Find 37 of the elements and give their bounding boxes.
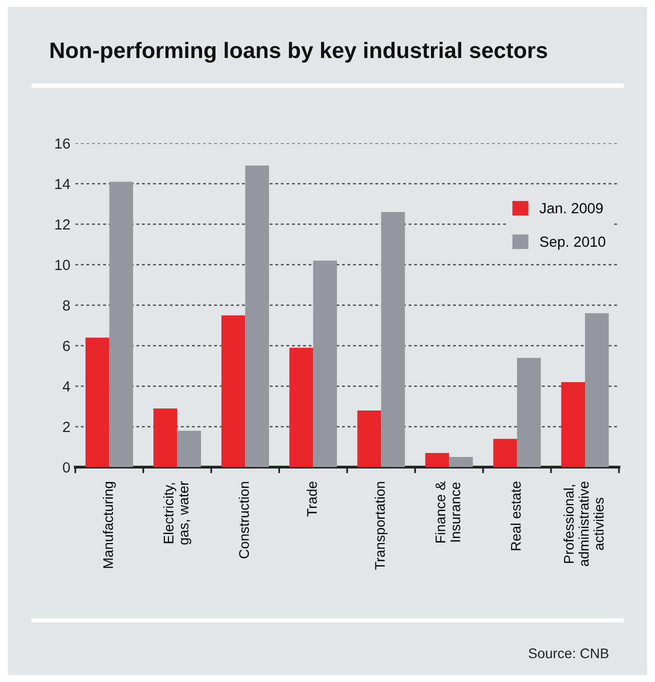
x-tick-label: Trade — [306, 482, 317, 517]
bar — [561, 382, 585, 468]
x-tick-label: Finance & Insurance — [435, 481, 460, 542]
bar — [245, 165, 269, 468]
bar — [86, 338, 110, 468]
bar — [449, 457, 473, 468]
bar — [153, 408, 178, 468]
bar — [289, 348, 314, 468]
x-tick-label: Transportation — [374, 482, 388, 570]
bar — [109, 182, 134, 468]
bar — [177, 430, 202, 468]
legend-label: Sep. 2010 — [540, 236, 606, 250]
bar — [493, 438, 518, 468]
y-tick-label: 16 — [55, 138, 70, 149]
x-tick-label: Professional, administrative activities — [564, 482, 604, 566]
y-tick-label: 4 — [62, 381, 70, 392]
legend-label: Jan. 2009 — [540, 203, 603, 214]
x-tick-label: Real estate — [510, 482, 521, 550]
y-tick-label: 0 — [62, 462, 70, 473]
y-tick-label: 12 — [55, 219, 70, 230]
source-note: Source: CNB — [528, 648, 608, 658]
x-tick-label: Construction — [238, 482, 249, 558]
y-tick-label: 2 — [63, 422, 70, 432]
y-tick-label: 14 — [55, 178, 70, 189]
bar — [381, 212, 405, 468]
y-tick-label: 8 — [62, 300, 70, 311]
x-tick-label: Manufacturing — [102, 482, 116, 568]
chart-title: Non-performing loans by key industrial sectors — [50, 42, 548, 63]
bar — [221, 315, 246, 468]
y-tick-label: 10 — [55, 260, 70, 270]
y-tick-label: 6 — [63, 340, 70, 352]
bar — [425, 452, 450, 468]
bar — [517, 358, 541, 468]
bar — [584, 313, 609, 468]
x-tick-label: Electricity, gas, water — [163, 481, 192, 545]
bar — [357, 410, 382, 468]
bar — [313, 260, 337, 468]
